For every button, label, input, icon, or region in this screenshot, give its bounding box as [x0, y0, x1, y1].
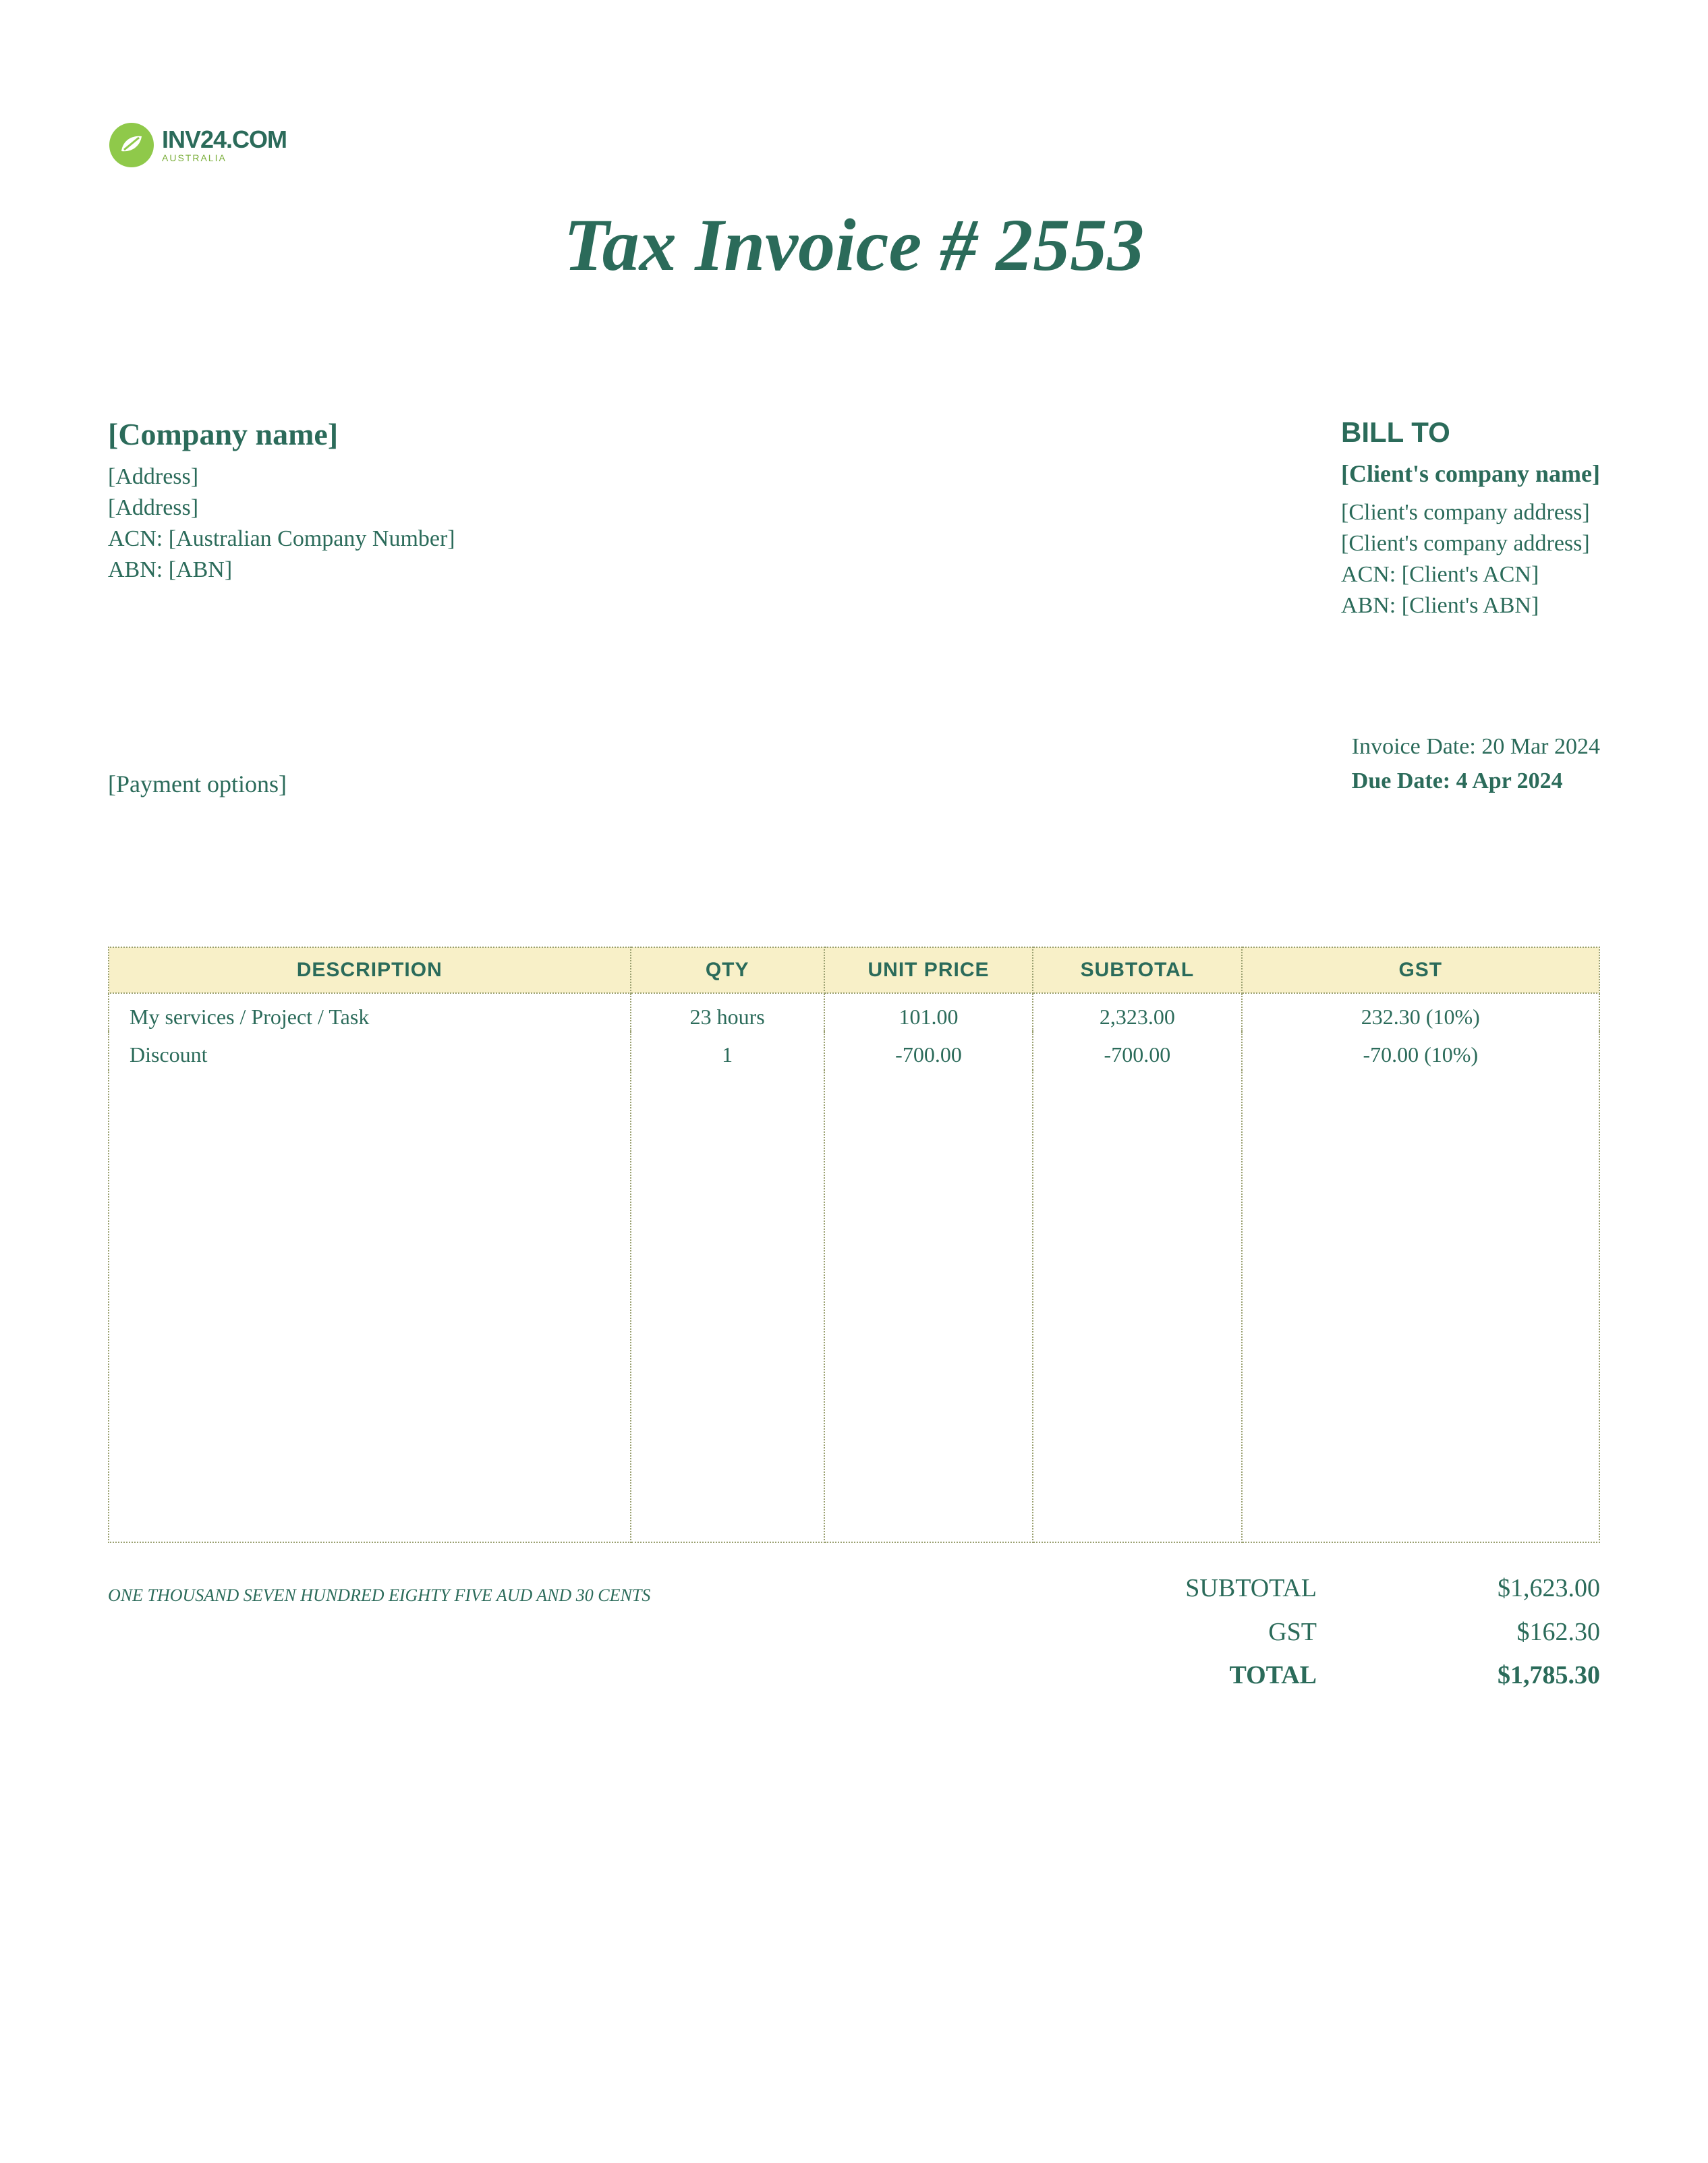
gst-value: $162.30: [1438, 1610, 1600, 1654]
amount-in-words: ONE THOUSAND SEVEN HUNDRED EIGHTY FIVE A…: [108, 1567, 650, 1697]
total-row: TOTAL $1,785.30: [1074, 1654, 1600, 1697]
table-row: Discount 1 -700.00 -700.00 -70.00 (10%): [109, 1032, 1599, 1070]
to-line: [Client's company address]: [1341, 497, 1600, 528]
cell-gst: 232.30 (10%): [1242, 993, 1599, 1032]
to-line: [Client's company address]: [1341, 528, 1600, 559]
from-line: [Address]: [108, 493, 455, 524]
due-date: Due Date: 4 Apr 2024: [1352, 764, 1600, 798]
cell-unit: -700.00: [824, 1032, 1033, 1070]
logo-sub: AUSTRALIA: [162, 153, 287, 163]
items-table: DESCRIPTION QTY UNIT PRICE SUBTOTAL GST …: [108, 947, 1600, 1544]
to-name: [Client's company name]: [1341, 459, 1600, 488]
total-value: $1,785.30: [1438, 1654, 1600, 1697]
logo-main: INV24.COM: [162, 128, 287, 152]
col-description: DESCRIPTION: [109, 947, 631, 993]
gst-row: GST $162.30: [1074, 1610, 1600, 1654]
table-row: My services / Project / Task 23 hours 10…: [109, 993, 1599, 1032]
bill-to-header: BILL TO: [1341, 416, 1600, 449]
invoice-date: Invoice Date: 20 Mar 2024: [1352, 729, 1600, 764]
parties: [Company name] [Address] [Address] ACN: …: [108, 416, 1600, 621]
cell-qty: 23 hours: [631, 993, 824, 1032]
total-label: TOTAL: [1074, 1654, 1438, 1697]
cell-desc: My services / Project / Task: [109, 993, 631, 1032]
cell-unit: 101.00: [824, 993, 1033, 1032]
gst-label: GST: [1074, 1610, 1438, 1654]
from-line: [Address]: [108, 461, 455, 493]
cell-sub: 2,323.00: [1033, 993, 1241, 1032]
cell-desc: Discount: [109, 1032, 631, 1070]
to-block: BILL TO [Client's company name] [Client'…: [1341, 416, 1600, 621]
subtotal-row: SUBTOTAL $1,623.00: [1074, 1567, 1600, 1610]
to-line: ABN: [Client's ABN]: [1341, 590, 1600, 621]
col-unit-price: UNIT PRICE: [824, 947, 1033, 993]
logo: INV24.COM AUSTRALIA: [108, 121, 1600, 169]
logo-text: INV24.COM AUSTRALIA: [162, 128, 287, 163]
table-filler: [109, 1070, 1599, 1542]
from-line: ACN: [Australian Company Number]: [108, 524, 455, 555]
from-line: ABN: [ABN]: [108, 555, 455, 586]
col-subtotal: SUBTOTAL: [1033, 947, 1241, 993]
subtotal-label: SUBTOTAL: [1074, 1567, 1438, 1610]
cell-qty: 1: [631, 1032, 824, 1070]
totals: SUBTOTAL $1,623.00 GST $162.30 TOTAL $1,…: [1074, 1567, 1600, 1697]
invoice-title: Tax Invoice # 2553: [108, 202, 1600, 288]
to-line: ACN: [Client's ACN]: [1341, 559, 1600, 590]
col-qty: QTY: [631, 947, 824, 993]
cell-sub: -700.00: [1033, 1032, 1241, 1070]
totals-area: ONE THOUSAND SEVEN HUNDRED EIGHTY FIVE A…: [108, 1567, 1600, 1697]
leaf-icon: [108, 121, 155, 169]
from-name: [Company name]: [108, 416, 455, 452]
col-gst: GST: [1242, 947, 1599, 993]
table-header-row: DESCRIPTION QTY UNIT PRICE SUBTOTAL GST: [109, 947, 1599, 993]
meta-row: [Payment options] Invoice Date: 20 Mar 2…: [108, 729, 1600, 798]
subtotal-value: $1,623.00: [1438, 1567, 1600, 1610]
payment-options: [Payment options]: [108, 770, 287, 798]
cell-gst: -70.00 (10%): [1242, 1032, 1599, 1070]
dates: Invoice Date: 20 Mar 2024 Due Date: 4 Ap…: [1352, 729, 1600, 798]
invoice-page: INV24.COM AUSTRALIA Tax Invoice # 2553 […: [0, 0, 1708, 1697]
from-block: [Company name] [Address] [Address] ACN: …: [108, 416, 455, 621]
